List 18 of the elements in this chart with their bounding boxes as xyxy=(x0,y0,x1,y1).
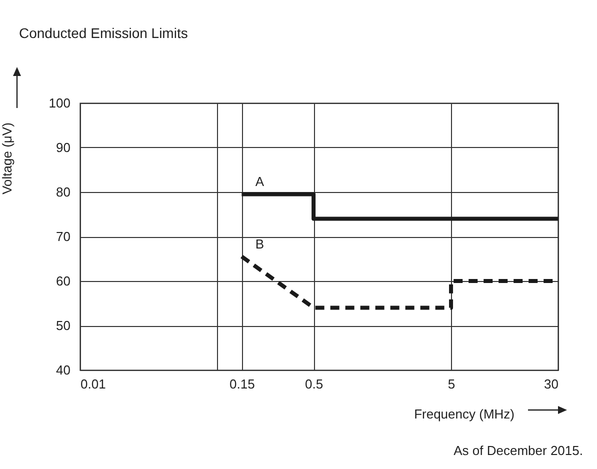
chart-title: Conducted Emission Limits xyxy=(19,25,188,41)
x-tick-label: 0.15 xyxy=(230,376,255,392)
y-tick-label: 50 xyxy=(56,318,70,333)
x-axis-title: Frequency (MHz) xyxy=(414,406,514,422)
y-tick-label: 40 xyxy=(56,362,70,378)
x-tick-label: 0.01 xyxy=(80,376,106,392)
y-tick-label: 60 xyxy=(56,274,70,288)
series-label: A xyxy=(255,174,264,190)
x-tick-label: 30 xyxy=(544,376,558,392)
y-tick-label: 70 xyxy=(56,229,70,244)
x-tick-label: 0.5 xyxy=(305,376,324,392)
text: As of December 2015. xyxy=(454,443,583,458)
y-tick-label: 90 xyxy=(56,140,70,155)
series-label: B xyxy=(255,236,264,252)
y-axis-title: Voltage (μV) xyxy=(0,122,14,194)
y-tick-label: 100 xyxy=(48,96,70,110)
y-tick-label: 80 xyxy=(56,184,70,200)
x-tick-label: 5 xyxy=(448,376,456,392)
